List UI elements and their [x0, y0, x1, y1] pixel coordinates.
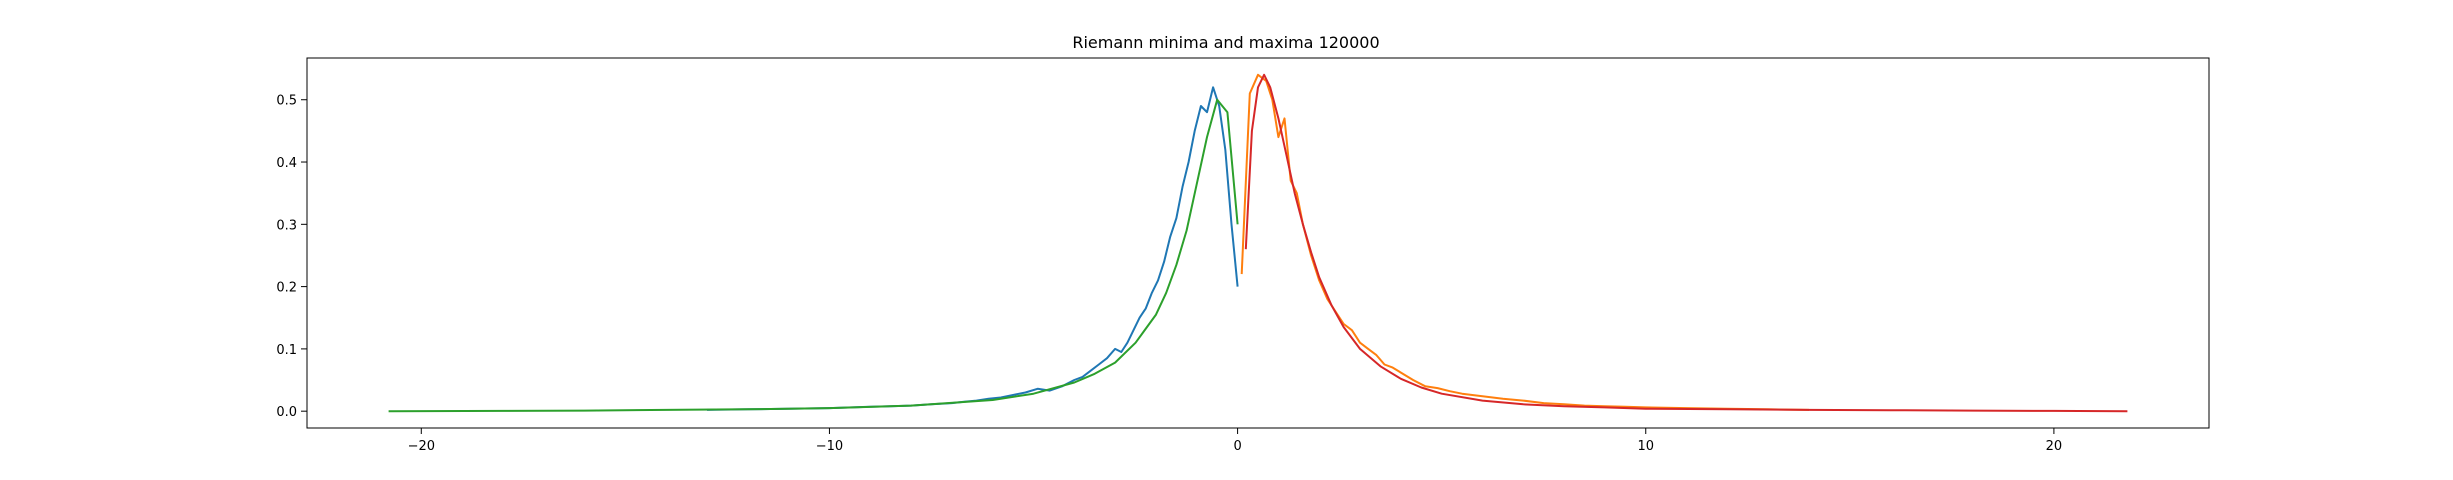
series-line-1 [706, 86, 1239, 411]
series-lines [388, 73, 2128, 413]
series-line-2 [1240, 73, 1810, 411]
x-tick-label: −20 [408, 439, 435, 454]
x-axis: −20 −10 0 10 20 [408, 428, 2063, 454]
y-tick-label: 0.4 [276, 156, 297, 171]
series-line-4 [1244, 73, 2128, 413]
x-tick-label: 0 [1233, 439, 1241, 454]
x-tick-label: −10 [816, 439, 843, 454]
x-tick-label: 10 [1637, 439, 1654, 454]
plot-frame [306, 57, 2210, 429]
y-tick-label: 0.2 [276, 281, 297, 296]
y-tick-label: 0.1 [276, 343, 297, 358]
y-tick-label: 0.5 [276, 94, 297, 109]
series-line-3 [388, 98, 1239, 413]
y-tick-label: 0.0 [276, 405, 297, 420]
y-axis: 0.0 0.1 0.2 0.3 0.4 0.5 [276, 94, 307, 420]
x-tick-label: 20 [2046, 439, 2063, 454]
chart-title: Riemann minima and maxima 120000 [1072, 33, 1379, 52]
y-tick-label: 0.3 [276, 218, 297, 233]
